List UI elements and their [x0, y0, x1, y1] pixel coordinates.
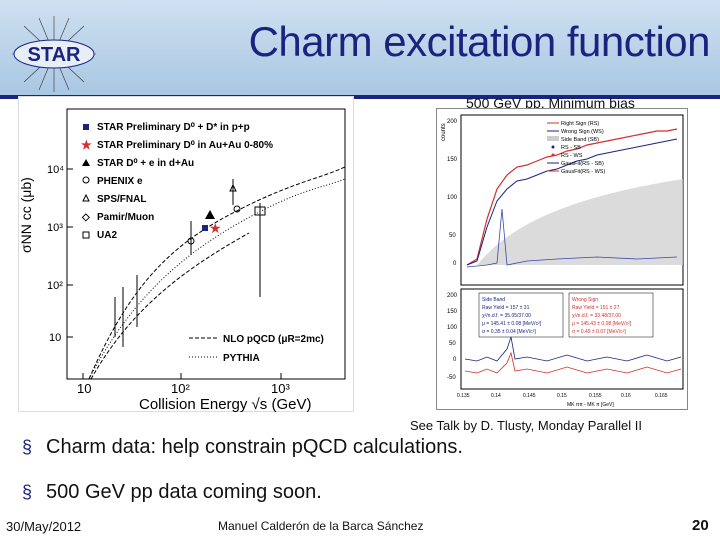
sb-fit-title: Side Band: [482, 297, 505, 303]
bullet-item: § Charm data: help constrain pQCD calcula…: [22, 436, 463, 459]
x-tick-label: 10²: [171, 381, 190, 396]
slide-title: Charm excitation function: [248, 18, 711, 65]
x-tick-label: 0.145: [523, 393, 536, 399]
y-tick-label: 200: [447, 293, 458, 299]
legend-entry: PHENIX e: [97, 176, 143, 187]
y-tick-label: 100: [447, 325, 458, 331]
y-tick-label: 10³: [47, 222, 63, 234]
curve-legend: NLO pQCD (μR=2mc): [223, 334, 324, 345]
dstar-mass-plot: counts 200 150 100 50 0 200 150 100 50 0…: [436, 108, 688, 410]
x-tick-label: 10: [77, 381, 91, 396]
side-band-fill: [477, 179, 683, 265]
bullet-text: 500 GeV pp data coming soon.: [46, 481, 322, 503]
nlo-band-curve: [90, 232, 250, 380]
sb-fit-stat: χ²/n.d.f. = 35.05/37.00: [482, 313, 531, 319]
sb-fit-stat: Raw Yield = 157 ± 31: [482, 305, 530, 311]
y-tick-label: 10²: [47, 280, 63, 292]
star-dau-point: [205, 210, 215, 219]
y-tick-label: 10⁴: [47, 164, 64, 176]
bullet-icon: §: [22, 437, 33, 457]
y-axis-label: σNN cc (μb): [19, 177, 34, 253]
x-axis-label: Collision Energy √s (GeV): [139, 396, 311, 413]
bullet-icon: §: [22, 482, 33, 502]
legend-entry: GausFit(RS - SB): [561, 161, 604, 167]
sb-fit-stat: μ = 145.41 ± 0.08 [MeV/c²]: [482, 321, 542, 327]
talk-reference-note: See Talk by D. Tlusty, Monday Parallel I…: [410, 418, 642, 433]
page-number: 20: [692, 517, 709, 534]
y-tick-label: 150: [447, 309, 458, 315]
star-logo: STAR: [12, 16, 96, 92]
ws-fit-stat: Raw Yield = 191 ± 27: [572, 305, 620, 311]
ws-fit-stat: χ²/n.d.f. = 33.48/37.00: [572, 313, 621, 319]
legend-entry: STAR D⁰ + e in d+Au: [97, 158, 194, 169]
y-tick-label: 0: [453, 261, 457, 267]
x-tick-label: 0.14: [491, 393, 501, 399]
x-tick-label: 0.165: [655, 393, 668, 399]
legend-entry: STAR Preliminary D⁰ + D* in p+p: [97, 122, 250, 133]
x-tick-label: 0.135: [457, 393, 470, 399]
bullet-text: Charm data: help constrain pQCD calculat…: [46, 436, 463, 458]
legend-entry: GausFit(RS - WS): [561, 169, 605, 175]
rs-sb-points: [466, 208, 678, 268]
x-tick-label: 0.15: [557, 393, 567, 399]
sb-fit-stat: σ = 0.35 ± 0.04 [MeV/c²]: [482, 329, 536, 335]
legend-entry: Right Sign (RS): [561, 121, 599, 127]
y-axis-label: counts: [441, 123, 447, 141]
footer-author: Manuel Calderón de la Barca Sánchez: [218, 519, 424, 533]
star-pp-point: [202, 225, 208, 231]
x-tick-label: 0.155: [589, 393, 602, 399]
y-tick-label: 50: [449, 341, 456, 347]
wrong-sign-histogram: [466, 138, 678, 266]
y-tick-label: 0: [453, 357, 457, 363]
right-sign-histogram: [466, 128, 678, 266]
ws-subtracted-spectrum: [464, 351, 682, 374]
bullet-item: § 500 GeV pp data coming soon.: [22, 481, 322, 504]
pythia-curve: [88, 178, 346, 380]
y-tick-label: -50: [447, 375, 456, 381]
legend-entry: STAR Preliminary D⁰ in Au+Au 0-80%: [97, 140, 273, 151]
y-tick-label: 10: [49, 332, 61, 344]
slide-header: STAR Charm excitation function: [0, 0, 720, 95]
legend-entry: SPS/FNAL: [97, 194, 146, 205]
y-tick-label: 200: [447, 119, 458, 125]
x-axis-label: MK ππ - MK π [GeV]: [567, 402, 614, 408]
y-tick-label: 150: [447, 157, 458, 163]
legend-entry: RS - WS: [561, 153, 583, 159]
ws-fit-title: Wrong Sign: [572, 297, 598, 303]
sb-subtracted-spectrum: [464, 336, 682, 362]
y-tick-label: 50: [449, 233, 456, 239]
svg-text:★: ★: [81, 138, 92, 152]
x-tick-label: 0.16: [621, 393, 631, 399]
legend-entry: UA2: [97, 230, 117, 241]
footer-date: 30/May/2012: [6, 519, 82, 534]
y-tick-label: 100: [447, 195, 458, 201]
legend-entry: RS - SB: [561, 145, 581, 151]
svg-text:◇: ◇: [81, 212, 90, 223]
curve-legend: PYTHIA: [223, 353, 260, 364]
logo-text: STAR: [28, 44, 82, 66]
star-auau-point: ★: [209, 220, 222, 236]
ws-fit-stat: σ = 0.49 ± 0.07 [MeV/c²]: [572, 329, 626, 335]
header-divider: [0, 95, 720, 99]
right-plot-caption: 500 GeV pp, Minimum bias: [466, 95, 635, 111]
legend-entry: Wrong Sign (WS): [561, 129, 604, 135]
legend-entry: Pamir/Muon: [97, 212, 154, 223]
ws-fit-stat: μ = 145.43 ± 0.08 [MeV/c²]: [572, 321, 632, 327]
x-tick-label: 10³: [271, 381, 290, 396]
legend-entry: Side Band (SB): [561, 137, 599, 143]
charm-cross-section-plot: 10⁴ 10³ 10² 10 σNN cc (μb) 10 10² 10³ Co…: [18, 96, 354, 413]
